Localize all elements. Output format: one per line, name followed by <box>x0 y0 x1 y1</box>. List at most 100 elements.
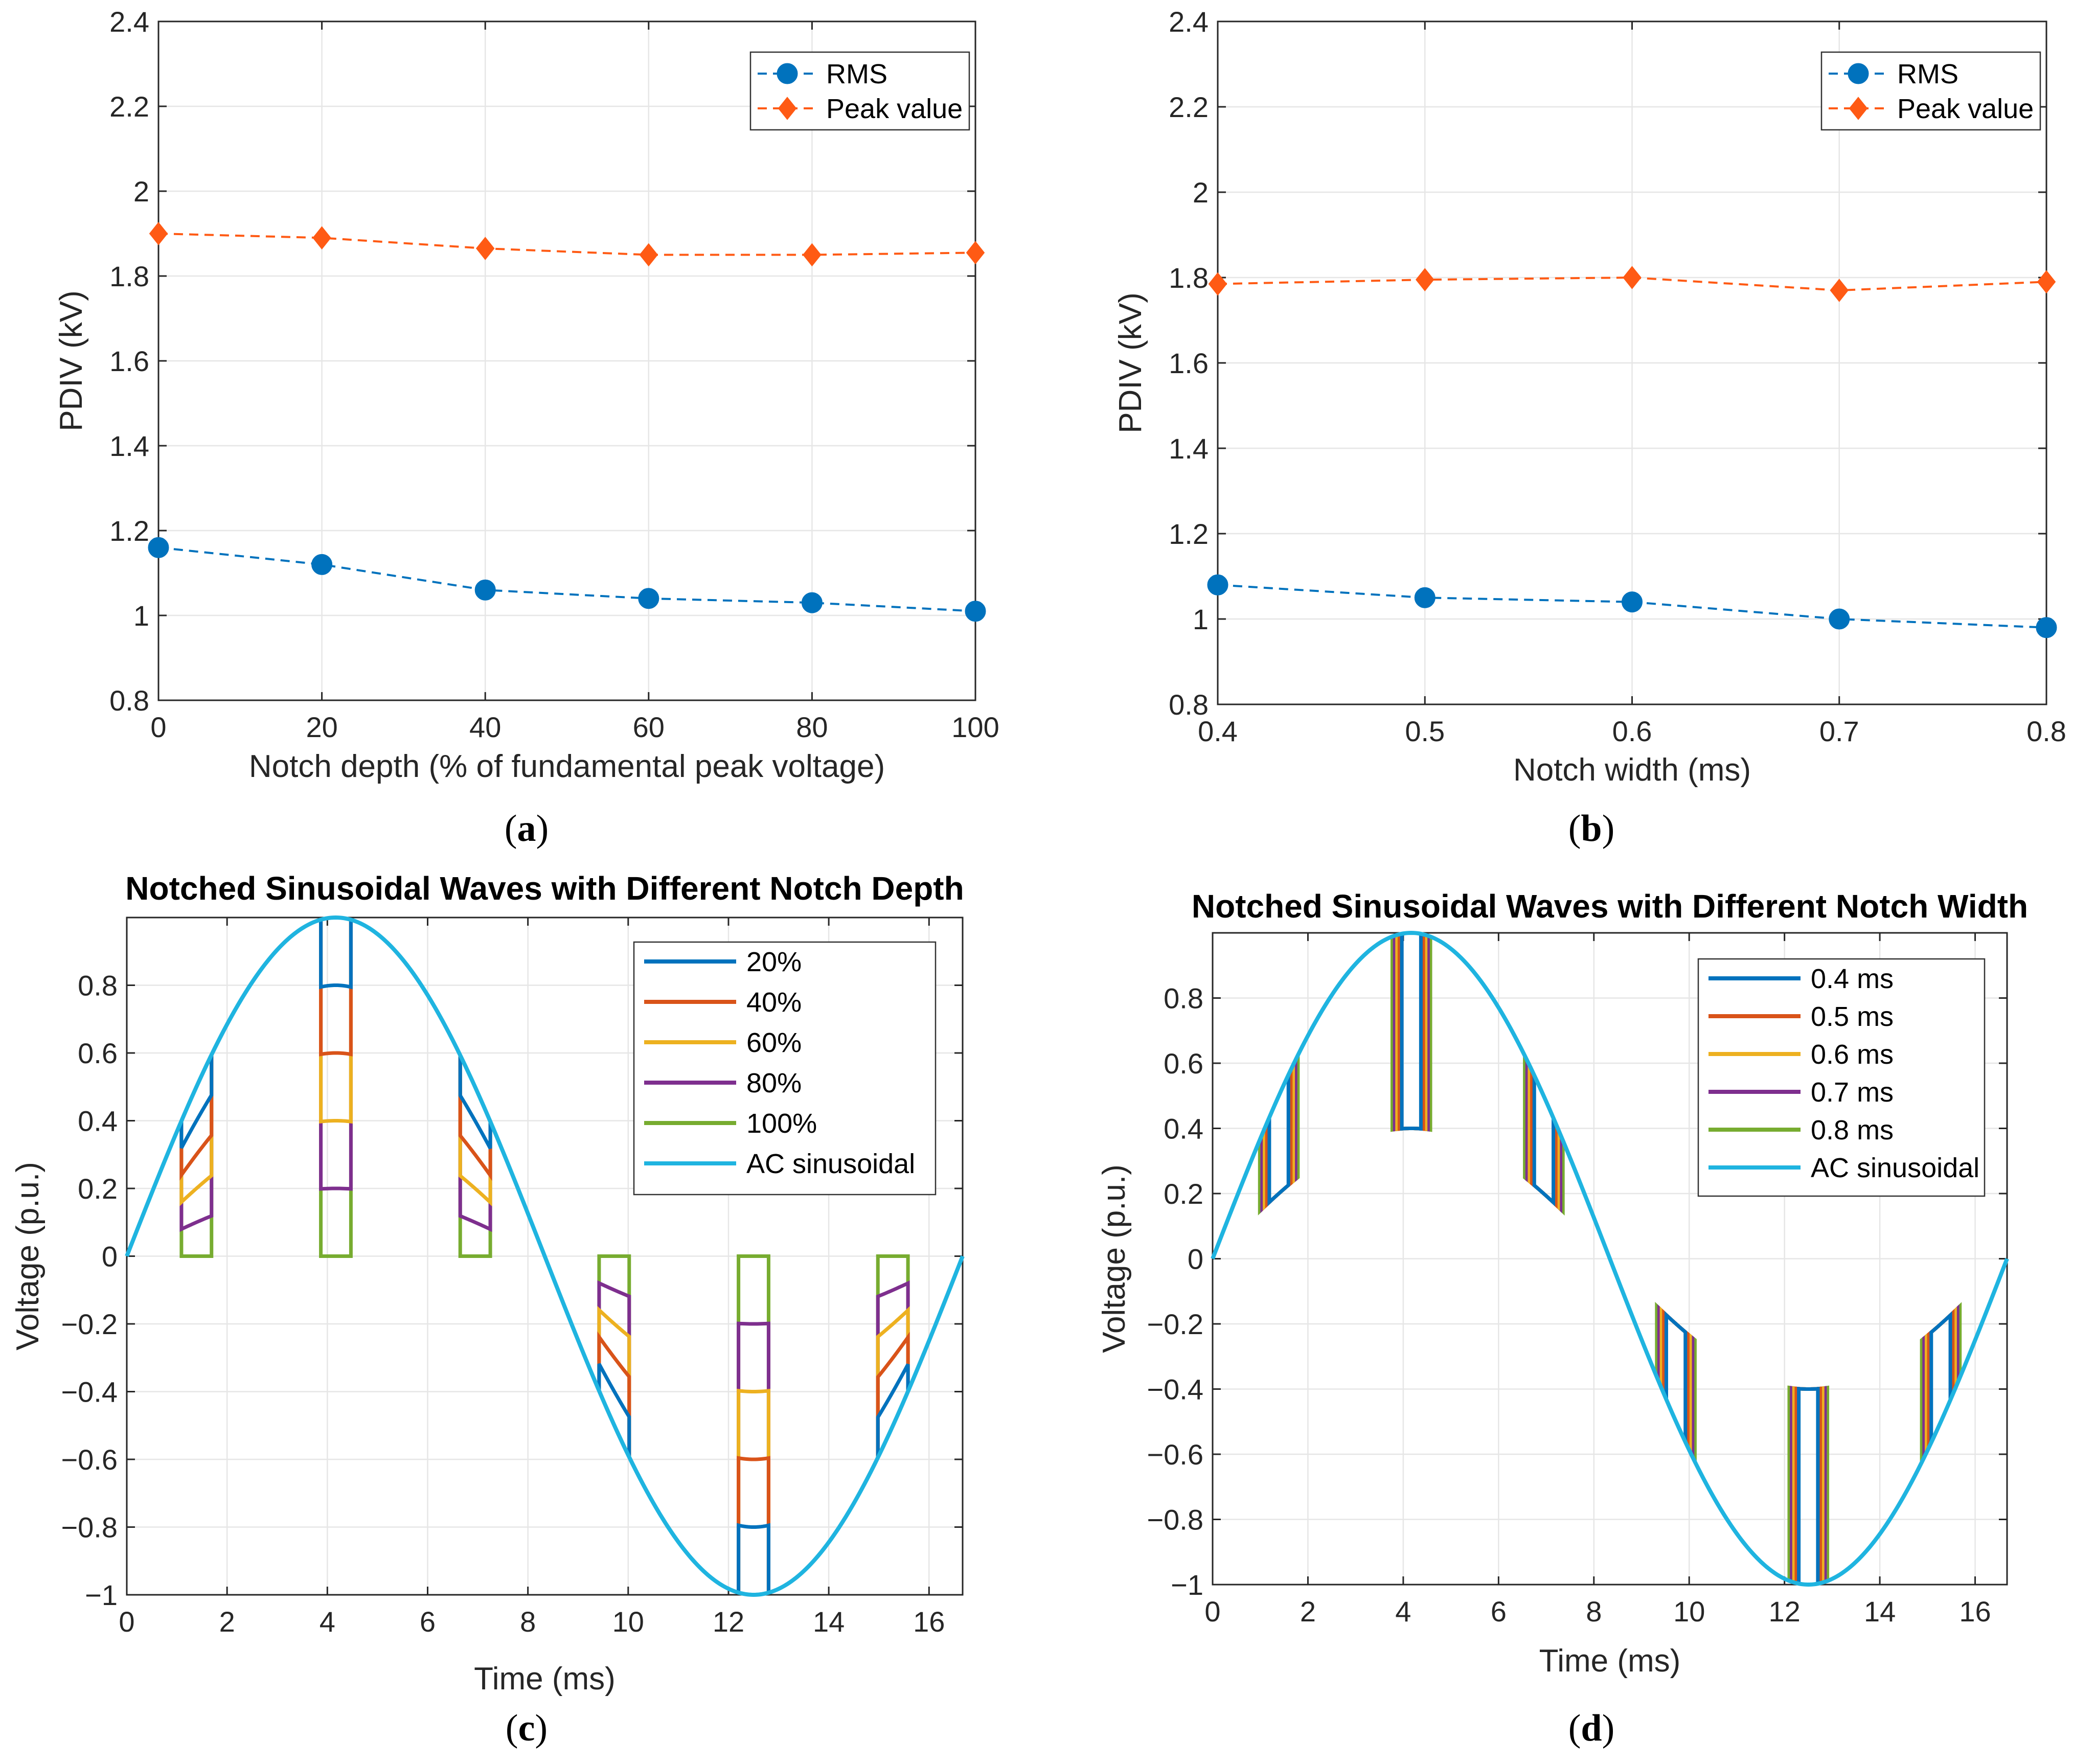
y-tick-label: −0.2 <box>61 1308 118 1340</box>
x-tick-label: 6 <box>420 1606 436 1638</box>
legend-marker <box>777 63 798 84</box>
notch-line <box>737 1523 770 1593</box>
y-tick-label: 0.4 <box>1164 1113 1203 1145</box>
data-point <box>966 241 985 265</box>
y-tick-label: −1 <box>1171 1569 1203 1601</box>
x-tick-label: 12 <box>1769 1595 1801 1628</box>
x-tick-label: 10 <box>612 1606 644 1638</box>
notch-line <box>597 1331 631 1457</box>
y-tick-label: 2.4 <box>109 6 149 38</box>
panel-caption: (a) <box>505 808 549 850</box>
legend-label: 0.6 ms <box>1811 1039 1894 1070</box>
data-point <box>638 588 659 609</box>
y-tick-label: 1 <box>1193 603 1209 635</box>
notch-line <box>458 1055 492 1258</box>
x-tick-label: 14 <box>813 1606 845 1638</box>
x-tick-label: 0 <box>119 1606 134 1638</box>
notch-line <box>319 920 353 1258</box>
chart-panel-b: 0.4 0.5 0.6 0.7 0.8 0.8 1 1.2 1.4 1.6 1.8 2 2.2 2.4 No… <box>1113 6 2066 850</box>
x-tick-label: 0.4 <box>1198 715 1238 747</box>
y-tick-label: 0.2 <box>1164 1178 1203 1210</box>
notch-line <box>876 1306 910 1458</box>
y-axis-label: Voltage (p.u.) <box>1097 1164 1132 1353</box>
legend-label: 0.5 ms <box>1811 1001 1894 1032</box>
notch-line <box>876 1254 910 1458</box>
panel-caption: (d) <box>1568 1707 1614 1749</box>
legend-label: 80% <box>746 1068 802 1098</box>
caption-close: ) <box>1602 808 1615 850</box>
data-point <box>1414 587 1436 608</box>
notch-line <box>737 1456 770 1593</box>
x-tick-label: 14 <box>1864 1595 1896 1628</box>
x-tick-label: 4 <box>320 1606 335 1638</box>
y-tick-label: −1 <box>85 1579 118 1611</box>
y-tick-label: 0.8 <box>1169 689 1209 721</box>
notch-line <box>319 920 353 1191</box>
y-axis-label: PDIV (kV) <box>54 290 89 431</box>
y-axis-label: PDIV (kV) <box>1113 292 1148 433</box>
y-tick-label: 1.4 <box>1169 432 1209 465</box>
legend-label: 20% <box>746 947 802 977</box>
x-tick-label: 2 <box>1300 1595 1316 1628</box>
legend-marker <box>1848 63 1869 84</box>
x-tick-label: 60 <box>633 711 665 743</box>
chart-title: Notched Sinusoidal Waves with Different … <box>125 870 964 907</box>
y-tick-label: −0.6 <box>1147 1438 1203 1471</box>
y-tick-label: 1.2 <box>109 515 149 547</box>
caption-close: ) <box>535 1707 548 1749</box>
legend-label: 0.7 ms <box>1811 1077 1894 1108</box>
y-tick-label: 0 <box>1188 1243 1203 1275</box>
legend-label: 100% <box>746 1108 817 1139</box>
y-tick-label: 2.2 <box>109 90 149 123</box>
notch-line <box>1664 1311 1688 1442</box>
legend-label: 60% <box>746 1027 802 1058</box>
x-axis-label: Notch width (ms) <box>1513 752 1751 788</box>
notch-line <box>179 1055 214 1181</box>
y-tick-label: −0.2 <box>1147 1308 1203 1340</box>
y-tick-label: 0 <box>102 1241 118 1273</box>
data-point <box>2037 270 2056 294</box>
caption-letter: a <box>517 808 536 850</box>
legend-label: 0.8 ms <box>1811 1115 1894 1146</box>
panel-caption: (c) <box>506 1707 548 1749</box>
notch-line <box>876 1332 910 1458</box>
legend-box <box>633 941 937 1196</box>
y-tick-label: 1.6 <box>1169 347 1209 379</box>
chart-panel-d: 0 2 4 6 8 10 12 14 16 −1 −0.8 −0.6 −0.4 −0.2 0 0.2 0.4 0.… <box>1097 888 2028 1749</box>
data-point <box>2036 617 2057 638</box>
x-tick-label: 0 <box>1204 1595 1220 1628</box>
y-tick-label: 1.8 <box>109 260 149 292</box>
data-point <box>1830 279 1849 302</box>
x-tick-label: 20 <box>306 711 337 743</box>
notch-line <box>458 1055 492 1150</box>
y-tick-label: 2.4 <box>1169 6 1209 38</box>
legend-box <box>1697 958 1986 1197</box>
y-tick-label: 0.6 <box>78 1037 118 1069</box>
data-point <box>1622 591 1643 613</box>
notch-line <box>597 1363 631 1457</box>
legend-label: Peak value <box>826 94 963 124</box>
x-tick-label: 12 <box>713 1606 744 1638</box>
caption-close: ) <box>1602 1707 1615 1749</box>
data-point <box>1416 268 1434 291</box>
notch-line <box>458 1055 492 1181</box>
data-point <box>474 579 496 601</box>
x-tick-label: 2 <box>219 1606 235 1638</box>
ac-sinusoid-line <box>1211 930 2009 1587</box>
notch-line <box>319 920 353 1124</box>
data-point <box>1829 608 1850 630</box>
y-tick-label: −0.6 <box>61 1444 118 1476</box>
legend-marker <box>1849 97 1868 120</box>
ac-sinusoid-line <box>125 915 965 1597</box>
y-tick-label: 0.6 <box>1164 1047 1203 1080</box>
y-tick-label: 0.8 <box>1164 982 1203 1015</box>
legend-marker <box>778 97 797 120</box>
notch-line <box>179 1055 214 1232</box>
y-tick-label: −0.4 <box>1147 1373 1203 1406</box>
caption-open: ( <box>506 1707 518 1749</box>
notch-line <box>1929 1311 1952 1443</box>
x-tick-label: 8 <box>520 1606 536 1638</box>
legend-label: RMS <box>1897 59 1958 89</box>
notch-line <box>458 1055 492 1207</box>
